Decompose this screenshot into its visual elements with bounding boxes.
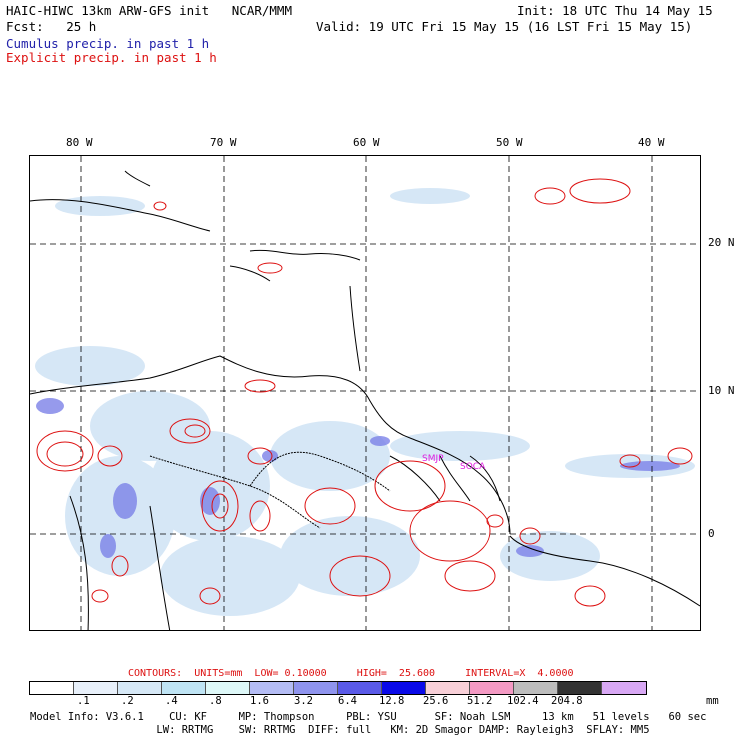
colorbar-cell	[602, 682, 646, 694]
init-time: Init: 18 UTC Thu 14 May 15	[517, 3, 713, 18]
colorbar-tick: .4	[165, 695, 178, 707]
colorbar-tick: .2	[121, 695, 134, 707]
legend-cumulus: Cumulus precip. in past 1 h	[6, 36, 210, 51]
precip-map: SMJP SOCA	[29, 155, 701, 631]
contours-info: CONTOURS: UNITS=mm LOW= 0.10000 HIGH= 25…	[128, 668, 574, 679]
model-info-line1: Model Info: V3.6.1 CU: KF MP: Thompson P…	[30, 711, 707, 723]
colorbar-cell	[118, 682, 162, 694]
colorbar-cell	[382, 682, 426, 694]
colorbar-tick: 25.6	[423, 695, 449, 707]
colorbar-cell	[30, 682, 74, 694]
colorbar-tick: 1.6	[250, 695, 269, 707]
colorbar-cell	[558, 682, 602, 694]
explicit-precip-contours	[36, 178, 693, 607]
colorbar-tick: 12.8	[379, 695, 405, 707]
colorbar-cell	[338, 682, 382, 694]
colorbar-cell	[250, 682, 294, 694]
lon-label-70w: 70 W	[210, 136, 237, 149]
colorbar-tick: .1	[77, 695, 90, 707]
legend-explicit: Explicit precip. in past 1 h	[6, 50, 217, 65]
lat-label-0: 0	[708, 527, 715, 540]
cumulus-heavy-field	[36, 398, 680, 558]
colorbar-cell	[206, 682, 250, 694]
colorbar-cell	[74, 682, 118, 694]
precip-colorbar	[29, 681, 647, 695]
colorbar-cell	[162, 682, 206, 694]
title-line: HAIC-HIWC 13km ARW-GFS init NCAR/MMM	[6, 3, 292, 18]
colorbar-tick: 6.4	[338, 695, 357, 707]
station-soca: SOCA	[460, 462, 486, 472]
colorbar-tick: 204.8	[551, 695, 583, 707]
colorbar-tick: 3.2	[294, 695, 313, 707]
lon-label-80w: 80 W	[66, 136, 93, 149]
lon-label-60w: 60 W	[353, 136, 380, 149]
model-info-line2: LW: RRTMG SW: RRTMG DIFF: full KM: 2D Sm…	[30, 724, 650, 736]
valid-time: Valid: 19 UTC Fri 15 May 15 (16 LST Fri …	[316, 19, 693, 34]
colorbar-units: mm	[706, 695, 719, 707]
cumulus-precip-field	[35, 188, 695, 616]
colorbar-cell	[514, 682, 558, 694]
lon-label-50w: 50 W	[496, 136, 523, 149]
forecast-hour: Fcst: 25 h	[6, 19, 97, 34]
colorbar-cell	[294, 682, 338, 694]
lat-label-10n: 10 N	[708, 384, 735, 397]
colorbar-cell	[426, 682, 470, 694]
station-smjp: SMJP	[422, 454, 444, 464]
colorbar-tick: 102.4	[507, 695, 539, 707]
colorbar-tick: 51.2	[467, 695, 493, 707]
coastlines	[30, 170, 700, 630]
colorbar-tick: .8	[209, 695, 222, 707]
colorbar-cell	[470, 682, 514, 694]
map-canvas: SMJP SOCA	[30, 156, 700, 630]
lon-label-40w: 40 W	[638, 136, 665, 149]
lat-lon-grid	[30, 156, 700, 630]
lat-label-20n: 20 N	[708, 236, 735, 249]
station-markers: SMJP SOCA	[422, 454, 486, 472]
